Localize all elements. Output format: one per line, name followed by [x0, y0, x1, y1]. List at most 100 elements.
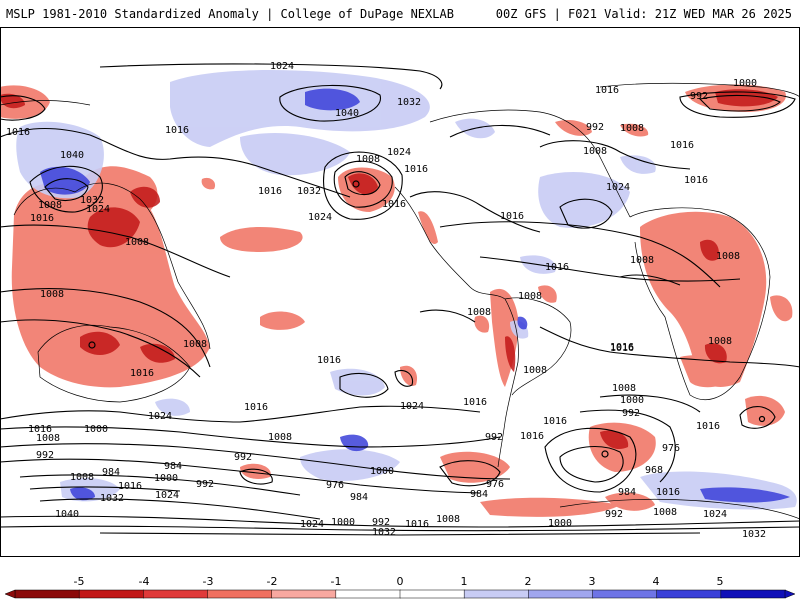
- isobar-label: 1008: [36, 433, 60, 444]
- colorbar-swatch: [720, 589, 786, 599]
- isobar-label: 1016: [118, 481, 142, 492]
- isobar-label: 992: [372, 517, 390, 528]
- isobar-label: 1016: [258, 186, 282, 197]
- isobar-label: 1024: [400, 401, 424, 412]
- isobar-label: 1016: [610, 343, 634, 354]
- isobar-label: 1008: [620, 123, 644, 134]
- mslp-anomaly-map: 1024 1040 1032 1016 1008 1016 1032 1024 …: [0, 27, 800, 557]
- map-title: MSLP 1981-2010 Standardized Anomaly | Co…: [6, 7, 454, 21]
- isobar-label: 1040: [60, 150, 84, 161]
- coastlines: [0, 82, 800, 520]
- isobar-label: 992: [605, 509, 623, 520]
- isobar-label: 984: [350, 492, 368, 503]
- negative-anomaly-shading: [0, 84, 793, 517]
- isobar-label: 1040: [335, 108, 359, 119]
- colorbar-tick: -2: [267, 575, 278, 588]
- colorbar-swatch: [78, 589, 145, 599]
- isobar-label: 984: [470, 489, 488, 500]
- isobar-label: 1016: [696, 421, 720, 432]
- isobar-label: 984: [618, 487, 636, 498]
- isobar-label: 1032: [297, 186, 321, 197]
- colorbar-tick: -3: [203, 575, 214, 588]
- colorbar-swatches: [4, 589, 796, 599]
- isobar-label: 968: [645, 465, 663, 476]
- isobar-label: 1008: [38, 200, 62, 211]
- isobar-label: 1032: [80, 195, 104, 206]
- isobar-label: 984: [164, 461, 182, 472]
- isobar-label: 1000: [331, 517, 355, 528]
- isobar-label: 1016: [404, 164, 428, 175]
- isobar-label: 1016: [670, 140, 694, 151]
- isobar-label: 1008: [467, 307, 491, 318]
- isobar-label: 1024: [308, 212, 332, 223]
- isobar-label: 1008: [268, 432, 292, 443]
- isobar-label: 992: [196, 479, 214, 490]
- isobar-label: 1024: [148, 411, 172, 422]
- isobar-label: 1032: [742, 529, 766, 540]
- isobar-label: 1024: [155, 490, 179, 501]
- isobar-label: 1024: [703, 509, 727, 520]
- isobar-label: 992: [485, 432, 503, 443]
- isobar-label: 976: [326, 480, 344, 491]
- isobar-label: 1008: [183, 339, 207, 350]
- isobar-label: 1008: [125, 237, 149, 248]
- isobar-label: 1016: [656, 487, 680, 498]
- colorbar-tick: 4: [653, 575, 660, 588]
- isobar-label: 992: [690, 91, 708, 102]
- isobar-label: 1024: [387, 147, 411, 158]
- isobar-label: 976: [486, 479, 504, 490]
- isobar-label: 1016: [165, 125, 189, 136]
- colorbar-tick: -5: [74, 575, 85, 588]
- isobar-label: 1032: [397, 97, 421, 108]
- colorbar-swatch: [528, 589, 594, 599]
- isobar-label: 1008: [523, 365, 547, 376]
- colorbar-tick: -4: [139, 575, 150, 588]
- isobar-label: 992: [36, 450, 54, 461]
- isobar-label: 1024: [270, 61, 294, 72]
- colorbar-swatch: [335, 589, 401, 599]
- colorbar-swatch: [463, 589, 530, 599]
- isobar-label: 1024: [300, 519, 324, 530]
- colorbar-swatch: [271, 589, 337, 599]
- isobar-label: 1016: [405, 519, 429, 530]
- isobar-label: 1032: [372, 527, 396, 538]
- colorbar-tick-labels: -5 -4 -3 -2 -1 0 1 2 3 4 5: [74, 575, 724, 588]
- isobar-label: 1008: [436, 514, 460, 525]
- isobar-label: 1016: [28, 424, 52, 435]
- colorbar-tick: -1: [331, 575, 342, 588]
- isobar-label: 992: [622, 408, 640, 419]
- isobars: [0, 63, 800, 536]
- isobar-label: 1000: [84, 424, 108, 435]
- isobar-label: 1008: [630, 255, 654, 266]
- colorbar-arrow: [784, 589, 796, 599]
- isobar-label: 1000: [154, 473, 178, 484]
- isobar-label: 1016: [500, 211, 524, 222]
- isobar-label: 1008: [716, 251, 740, 262]
- isobar-label: 1016: [520, 431, 544, 442]
- colorbar: -5 -4 -3 -2 -1 0 1 2 3 4 5: [4, 575, 796, 599]
- isobar-label: 1008: [40, 289, 64, 300]
- isobar-label: 1008: [518, 291, 542, 302]
- colorbar-tick: 5: [717, 575, 724, 588]
- isobar-labels: 1024 1040 1032 1016 1008 1016 1032 1024 …: [6, 61, 766, 540]
- isobar-label: 1016: [6, 127, 30, 138]
- colorbar-swatch: [399, 589, 465, 599]
- colorbar-tick: 3: [589, 575, 596, 588]
- isobar-label: 1016: [130, 368, 154, 379]
- colorbar-swatch: [592, 589, 658, 599]
- isobar-label: 1024: [86, 204, 110, 215]
- colorbar-tick: 0: [397, 575, 404, 588]
- isobar-label: 976: [662, 443, 680, 454]
- isobar-label: 1000: [548, 518, 572, 529]
- isobar-label: 1016: [244, 402, 268, 413]
- isobar-label: 1008: [612, 383, 636, 394]
- isobar-label: 1016: [545, 262, 569, 273]
- isobar-label: 1016: [30, 213, 54, 224]
- isobar-label: 1016: [382, 199, 406, 210]
- colorbar-swatch: [207, 589, 273, 599]
- colorbar-swatch: [656, 589, 722, 599]
- isobar-label: 1016: [463, 397, 487, 408]
- colorbar-arrow: [4, 589, 16, 599]
- isobar-label: 1000: [370, 466, 394, 477]
- isobar-label: 1016: [610, 342, 634, 353]
